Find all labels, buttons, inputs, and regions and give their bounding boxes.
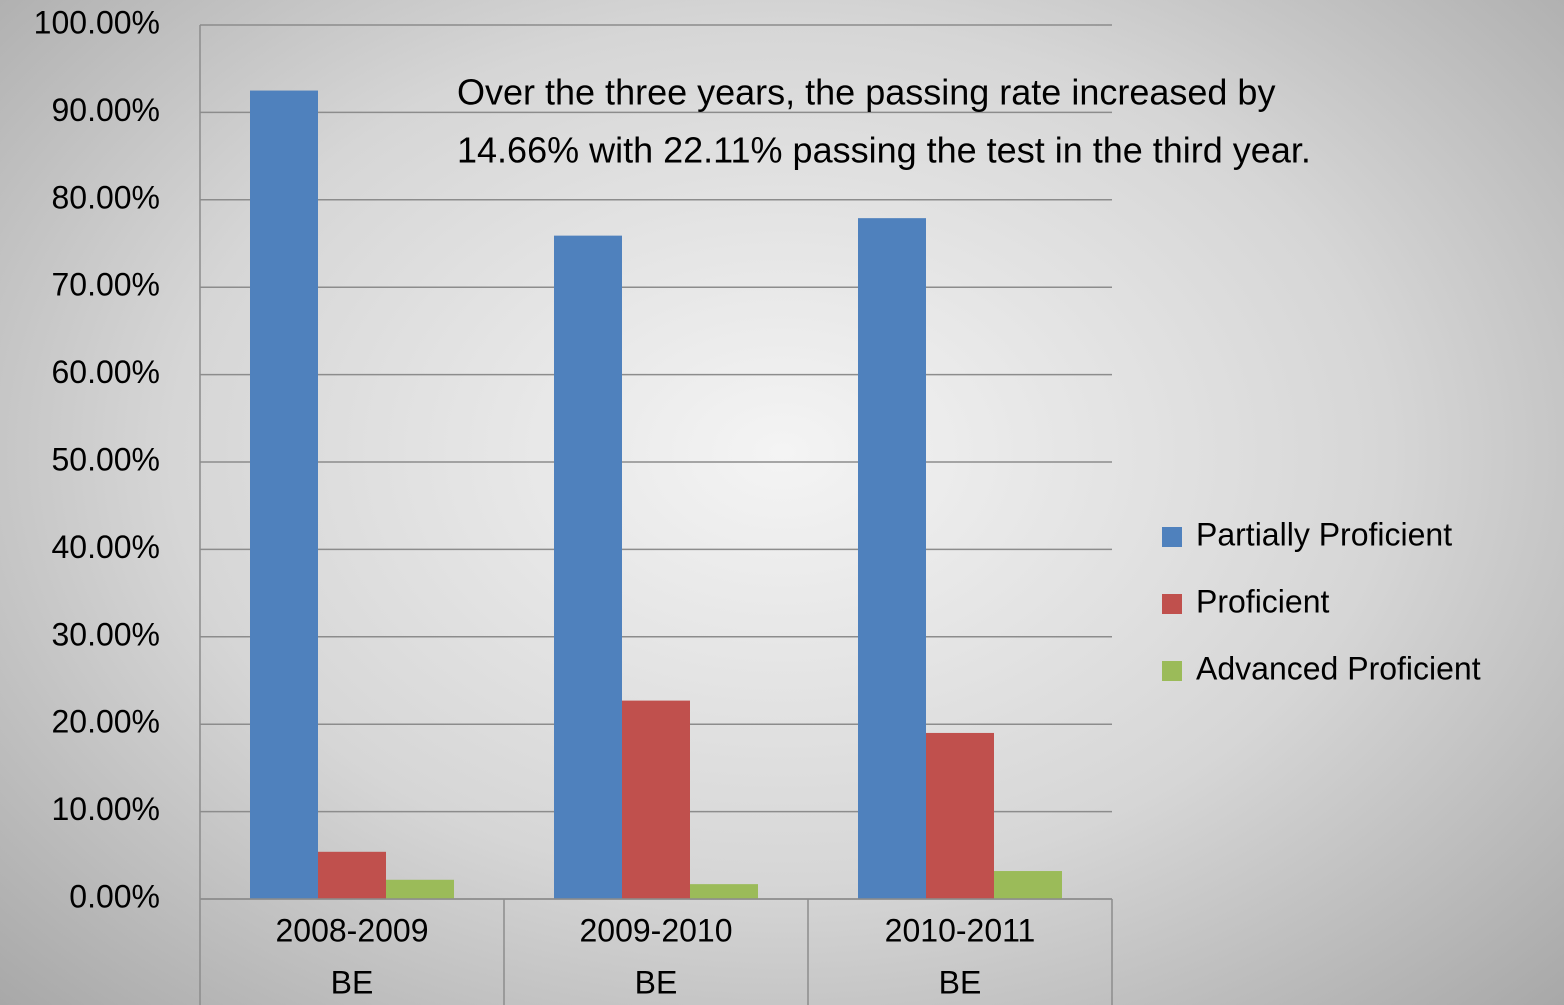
x-tick-label: BE (331, 964, 374, 1000)
bar (386, 879, 454, 899)
bar (622, 700, 690, 899)
bar (250, 90, 318, 900)
y-tick-label: 0.00% (69, 878, 160, 914)
y-tick-label: 60.00% (51, 354, 160, 390)
legend-swatch (1162, 594, 1182, 614)
y-tick-label: 80.00% (51, 179, 160, 215)
y-tick-label: 90.00% (51, 92, 160, 128)
y-tick-label: 50.00% (51, 441, 160, 477)
legend-label: Advanced Proficient (1196, 650, 1481, 686)
x-tick-label: BE (635, 964, 678, 1000)
bar (926, 732, 994, 899)
x-tick-label: 2008-2009 (275, 912, 428, 948)
x-tick-label: 2010-2011 (885, 912, 1036, 948)
bar (318, 851, 386, 899)
annotation: Over the three years, the passing rate i… (457, 72, 1275, 113)
y-tick-label: 20.00% (51, 704, 160, 740)
legend-label: Proficient (1196, 583, 1330, 619)
legend-swatch (1162, 527, 1182, 547)
annotation: 14.66% with 22.11% passing the test in t… (457, 130, 1311, 171)
bar (858, 218, 926, 900)
y-tick-label: 30.00% (51, 616, 160, 652)
y-tick-label: 100.00% (34, 4, 160, 40)
bar (554, 235, 622, 899)
x-tick-label: BE (939, 964, 982, 1000)
y-tick-label: 70.00% (51, 267, 160, 303)
x-tick-label: 2009-2010 (579, 912, 732, 948)
y-tick-label: 10.00% (51, 791, 160, 827)
bar (994, 871, 1062, 899)
bar (690, 884, 758, 899)
legend-swatch (1162, 661, 1182, 681)
legend-label: Partially Proficient (1196, 516, 1452, 552)
y-tick-label: 40.00% (51, 529, 160, 565)
